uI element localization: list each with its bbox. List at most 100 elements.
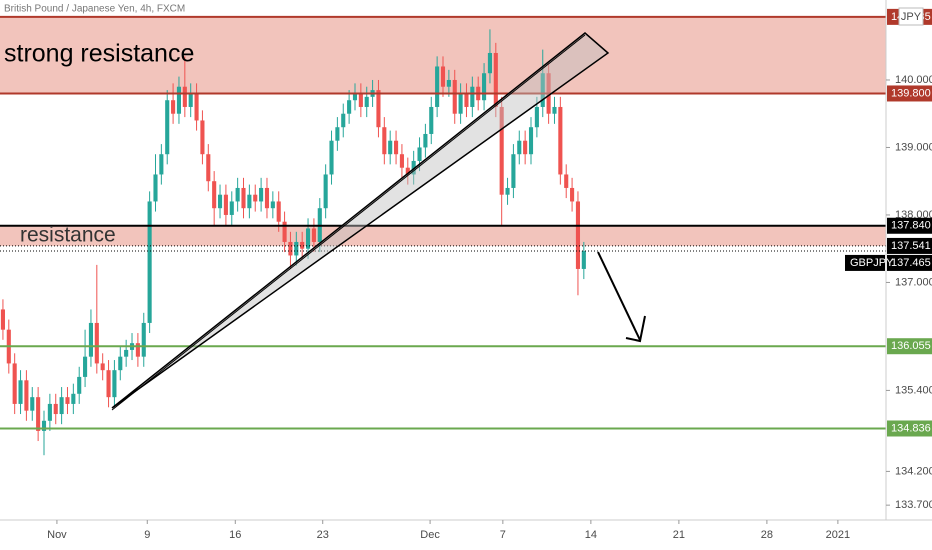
candle-body <box>241 187 246 209</box>
candle-body <box>399 154 404 168</box>
price-label: 137.465 <box>891 257 931 269</box>
candle-body <box>323 174 328 209</box>
candle-body <box>388 140 393 155</box>
candle-body <box>229 201 234 215</box>
x-tick-label: 9 <box>144 529 150 541</box>
price-label: 137.840 <box>891 220 931 232</box>
candle-body <box>376 90 381 128</box>
y-tick-label: 139.000 <box>895 141 932 153</box>
currency-box <box>898 7 924 26</box>
price-label: 139.800 <box>891 87 931 99</box>
candle-body <box>470 86 475 107</box>
candle-body <box>276 201 281 222</box>
arrow-head <box>625 315 646 343</box>
candle-body <box>159 154 164 175</box>
candle-body <box>247 194 252 209</box>
candle-body <box>523 140 528 155</box>
candle-body <box>200 120 205 155</box>
candle-body <box>100 363 105 371</box>
candle-body <box>118 356 123 371</box>
candle-body <box>106 370 111 398</box>
candle-body <box>446 79 451 87</box>
candle-body <box>358 93 363 107</box>
candle-body <box>294 241 299 256</box>
symbol-label-box <box>845 254 885 271</box>
candle-body <box>435 66 440 107</box>
candle-body <box>65 397 70 404</box>
candle-body <box>311 228 316 242</box>
candle-body <box>88 322 94 357</box>
candle-body <box>206 154 211 182</box>
candle-body <box>147 201 152 323</box>
annotation: resistance <box>20 224 116 247</box>
currency-label: JPY <box>901 11 922 23</box>
candle-body <box>259 187 264 202</box>
candle-body <box>352 93 358 101</box>
candle-body <box>511 154 516 188</box>
x-tick-label: 23 <box>317 529 329 541</box>
candle-body <box>517 140 522 155</box>
candle-body <box>124 349 129 357</box>
symbol-label: GBPJPY <box>850 257 894 269</box>
candle-body <box>570 187 575 202</box>
candle-body <box>223 194 228 215</box>
candle-body <box>253 194 258 202</box>
candle-body <box>499 106 504 195</box>
candle-body <box>429 106 434 134</box>
candle-body <box>165 100 170 155</box>
candle-body <box>41 420 47 431</box>
candle-body <box>405 167 410 175</box>
plot-area <box>0 15 886 456</box>
candle-body <box>552 106 557 114</box>
candle-body <box>182 86 187 107</box>
candle-body <box>77 376 82 394</box>
candle-body <box>94 322 99 364</box>
candle-body <box>53 403 58 415</box>
candle-body <box>194 93 199 121</box>
candle-body <box>540 73 545 107</box>
candle-body <box>458 93 463 114</box>
candle-body <box>212 181 217 209</box>
price-label: 136.055 <box>891 340 931 352</box>
x-tick-label: 21 <box>673 529 685 541</box>
candle-body <box>382 127 387 155</box>
annotation: strong resistance <box>4 40 194 68</box>
x-tick-label: 28 <box>761 529 773 541</box>
candle-body <box>482 73 487 101</box>
candle-body <box>452 79 457 114</box>
candle-body <box>188 93 193 107</box>
x-tick-label: 14 <box>585 529 597 541</box>
candle-body <box>264 187 270 209</box>
candle-body <box>493 52 498 107</box>
candle-body <box>153 174 158 202</box>
candle-body <box>575 201 581 269</box>
candle-body <box>47 403 52 421</box>
candle-body <box>335 127 340 141</box>
candle-body <box>270 201 275 209</box>
drawings: strong resistance resistance British Pou… <box>4 4 646 411</box>
candle-body <box>176 86 182 114</box>
candle-body <box>59 397 64 415</box>
candle-body <box>534 106 539 128</box>
candle-body <box>528 127 534 155</box>
arrow-shaft <box>597 251 641 341</box>
candle-body <box>282 221 287 242</box>
trend-channel <box>111 32 610 409</box>
candle-body <box>112 370 117 398</box>
candle-body <box>18 380 23 404</box>
y-tick-label: 137.000 <box>895 276 932 288</box>
candle-body <box>83 356 88 377</box>
x-tick-label: Dec <box>420 529 440 541</box>
candle-body <box>71 393 76 404</box>
y-tick-label: 140.000 <box>895 74 932 86</box>
candle-body <box>558 106 563 175</box>
candle-body <box>300 241 305 249</box>
x-tick-label: Nov <box>47 529 67 541</box>
x-tick-label: 7 <box>500 529 506 541</box>
candle-body <box>12 363 17 404</box>
candle-body <box>394 140 399 155</box>
candle-body <box>305 228 311 249</box>
candle-body <box>0 309 5 330</box>
